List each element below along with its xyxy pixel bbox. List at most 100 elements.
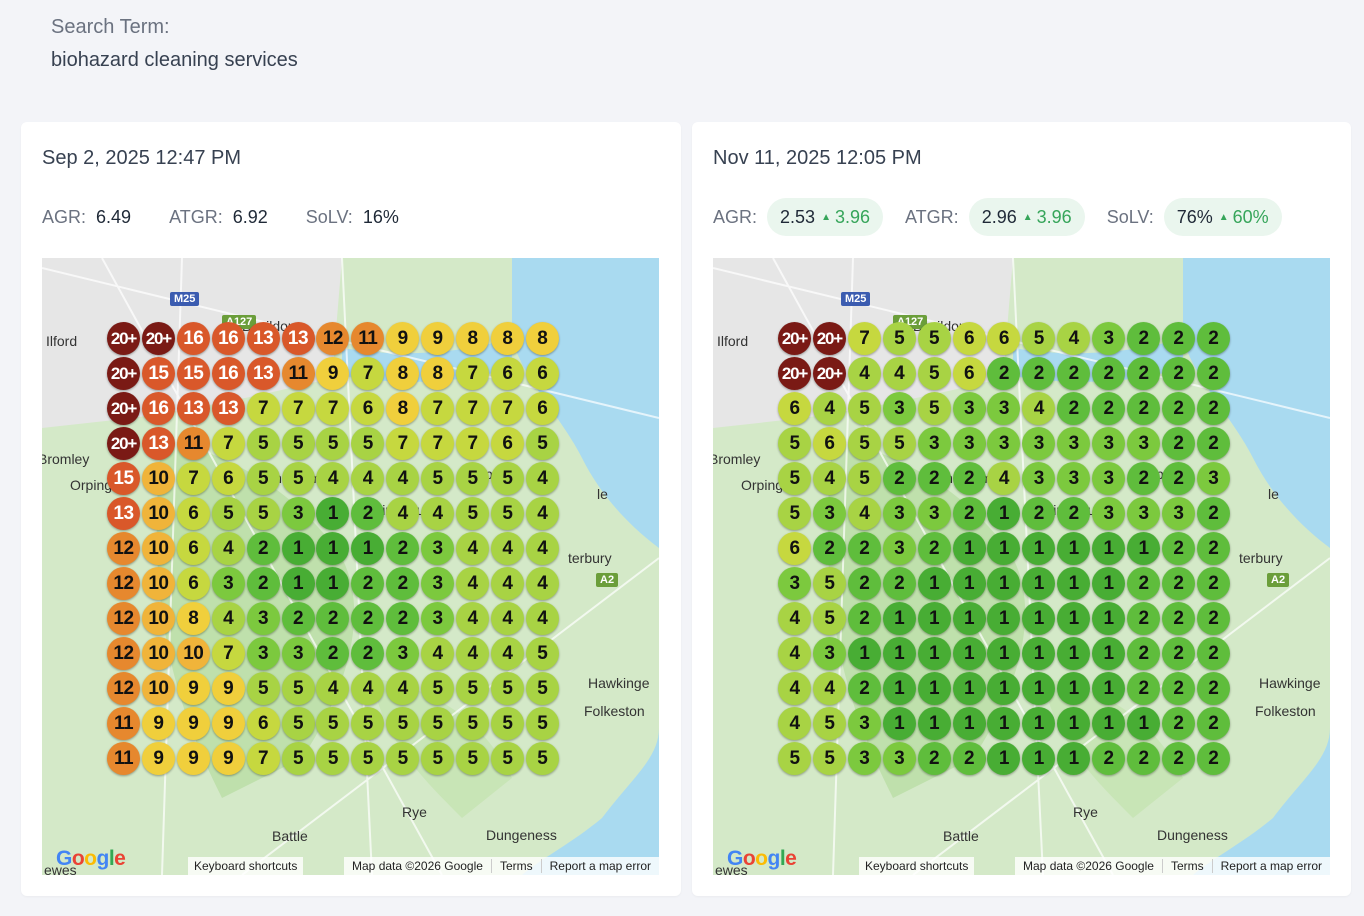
rank-pin[interactable]: 1: [952, 707, 986, 740]
rank-grid-map[interactable]: BasildonIlfordBromleyOrpingtoSheppSittin…: [42, 258, 659, 875]
rank-pin[interactable]: 5: [351, 742, 385, 775]
rank-pin[interactable]: 1: [1127, 707, 1160, 740]
rank-pin[interactable]: 4: [847, 497, 881, 530]
rank-pin[interactable]: 4: [386, 497, 420, 530]
rank-pin[interactable]: 6: [952, 322, 986, 355]
rank-pin[interactable]: 3: [1092, 497, 1126, 530]
rank-pin[interactable]: 10: [141, 567, 175, 600]
rank-pin[interactable]: 8: [386, 392, 420, 425]
rank-pin[interactable]: 7: [316, 392, 350, 425]
rank-pin[interactable]: 1: [987, 567, 1021, 600]
rank-pin[interactable]: 5: [421, 462, 455, 495]
rank-pin[interactable]: 16: [211, 357, 245, 390]
rank-pin[interactable]: 1: [882, 602, 916, 635]
rank-pin[interactable]: 2: [316, 602, 350, 635]
rank-pin[interactable]: 7: [351, 357, 385, 390]
rank-pin[interactable]: 6: [525, 392, 559, 425]
rank-pin[interactable]: 9: [316, 357, 350, 390]
rank-pin[interactable]: 2: [1092, 742, 1126, 775]
rank-pin[interactable]: 3: [1057, 462, 1091, 495]
rank-pin[interactable]: 4: [490, 532, 524, 565]
rank-pin[interactable]: 2: [952, 462, 986, 495]
rank-pin[interactable]: 20+: [778, 322, 811, 355]
rank-pin[interactable]: 5: [281, 672, 315, 705]
rank-pin[interactable]: 2: [1196, 672, 1230, 705]
rank-pin[interactable]: 2: [882, 462, 916, 495]
rank-pin[interactable]: 5: [456, 672, 489, 705]
rank-pin[interactable]: 9: [176, 707, 210, 740]
rank-pin[interactable]: 5: [490, 462, 524, 495]
rank-pin[interactable]: 7: [211, 427, 245, 460]
rank-pin[interactable]: 7: [421, 392, 455, 425]
rank-pin[interactable]: 6: [351, 392, 385, 425]
rank-pin[interactable]: 10: [141, 462, 175, 495]
rank-pin[interactable]: 13: [107, 497, 140, 530]
rank-pin[interactable]: 1: [1022, 672, 1056, 705]
google-logo[interactable]: Google: [56, 847, 126, 870]
rank-pin[interactable]: 13: [141, 427, 175, 460]
rank-pin[interactable]: 1: [952, 567, 986, 600]
rank-pin[interactable]: 2: [1092, 392, 1126, 425]
rank-pin[interactable]: 4: [211, 602, 245, 635]
rank-pin[interactable]: 5: [281, 427, 315, 460]
rank-pin[interactable]: 9: [211, 672, 245, 705]
rank-pin[interactable]: 2: [316, 637, 350, 670]
rank-pin[interactable]: 3: [987, 427, 1021, 460]
rank-pin[interactable]: 4: [456, 532, 489, 565]
rank-pin[interactable]: 6: [176, 567, 210, 600]
rank-pin[interactable]: 3: [386, 637, 420, 670]
rank-pin[interactable]: 3: [246, 602, 280, 635]
rank-pin[interactable]: 2: [1196, 567, 1230, 600]
rank-pin[interactable]: 2: [1057, 357, 1091, 390]
rank-pin[interactable]: 3: [1161, 497, 1195, 530]
rank-pin[interactable]: 2: [1196, 357, 1230, 390]
rank-pin[interactable]: 2: [1127, 392, 1160, 425]
rank-pin[interactable]: 10: [176, 637, 210, 670]
rank-pin[interactable]: 1: [1057, 602, 1091, 635]
rank-pin[interactable]: 4: [490, 602, 524, 635]
rank-pin[interactable]: 3: [211, 567, 245, 600]
rank-pin[interactable]: 4: [812, 392, 846, 425]
rank-pin[interactable]: 1: [882, 637, 916, 670]
rank-pin[interactable]: 5: [882, 322, 916, 355]
rank-pin[interactable]: 4: [1057, 322, 1091, 355]
rank-pin[interactable]: 7: [421, 427, 455, 460]
rank-pin[interactable]: 8: [176, 602, 210, 635]
rank-pin[interactable]: 5: [490, 742, 524, 775]
rank-pin[interactable]: 1: [917, 602, 951, 635]
rank-pin[interactable]: 13: [211, 392, 245, 425]
rank-pin[interactable]: 3: [882, 532, 916, 565]
rank-pin[interactable]: 5: [456, 742, 489, 775]
rank-pin[interactable]: 1: [281, 567, 315, 600]
rank-pin[interactable]: 2: [386, 532, 420, 565]
rank-pin[interactable]: 2: [1022, 497, 1056, 530]
rank-pin[interactable]: 2: [1127, 672, 1160, 705]
rank-pin[interactable]: 4: [490, 637, 524, 670]
rank-pin[interactable]: 1: [952, 637, 986, 670]
rank-pin[interactable]: 8: [421, 357, 455, 390]
rank-pin[interactable]: 2: [1161, 672, 1195, 705]
rank-pin[interactable]: 13: [246, 357, 280, 390]
rank-pin[interactable]: 7: [246, 392, 280, 425]
rank-pin[interactable]: 12: [107, 637, 140, 670]
rank-pin[interactable]: 1: [1057, 567, 1091, 600]
rank-pin[interactable]: 4: [778, 637, 811, 670]
rank-pin[interactable]: 5: [281, 462, 315, 495]
rank-pin[interactable]: 15: [176, 357, 210, 390]
rank-pin[interactable]: 4: [386, 672, 420, 705]
rank-pin[interactable]: 4: [778, 672, 811, 705]
rank-pin[interactable]: 1: [1127, 532, 1160, 565]
rank-pin[interactable]: 8: [490, 322, 524, 355]
rank-pin[interactable]: 3: [1092, 427, 1126, 460]
rank-pin[interactable]: 10: [141, 602, 175, 635]
rank-pin[interactable]: 7: [176, 462, 210, 495]
rank-pin[interactable]: 1: [987, 532, 1021, 565]
rank-pin[interactable]: 5: [847, 427, 881, 460]
rank-pin[interactable]: 13: [281, 322, 315, 355]
rank-pin[interactable]: 2: [386, 602, 420, 635]
rank-pin[interactable]: 4: [421, 497, 455, 530]
rank-pin[interactable]: 9: [141, 742, 175, 775]
rank-pin[interactable]: 4: [351, 672, 385, 705]
rank-pin[interactable]: 2: [1127, 602, 1160, 635]
rank-pin[interactable]: 2: [1161, 602, 1195, 635]
